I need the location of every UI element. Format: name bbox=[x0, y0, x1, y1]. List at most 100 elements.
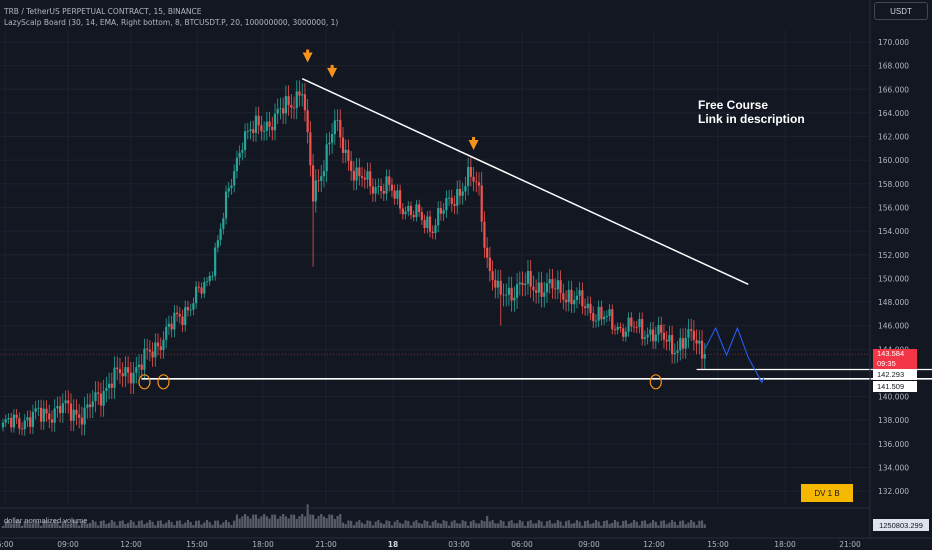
volume-bar bbox=[703, 524, 706, 528]
currency-button[interactable]: USDT bbox=[874, 2, 928, 20]
volume-bar bbox=[113, 521, 116, 528]
candle-body bbox=[59, 405, 62, 414]
high-marker-arrow bbox=[468, 140, 479, 151]
volume-bar bbox=[352, 525, 355, 528]
candle-body bbox=[10, 417, 13, 428]
x-tick-label: 18:00 bbox=[252, 540, 274, 549]
volume-bar bbox=[94, 521, 97, 528]
volume-bar bbox=[567, 520, 570, 528]
indicator-legend[interactable]: LazyScalp Board (30, 14, EMA, Right bott… bbox=[4, 18, 339, 27]
candle-body bbox=[200, 287, 203, 294]
volume-bar bbox=[358, 520, 361, 528]
candle-body bbox=[298, 91, 301, 96]
volume-bar bbox=[53, 520, 56, 528]
candle-body bbox=[178, 314, 181, 317]
candle-body bbox=[91, 401, 94, 408]
volume-bar bbox=[369, 520, 372, 528]
x-tick-label: 21:00 bbox=[315, 540, 337, 549]
volume-bar bbox=[450, 521, 453, 528]
volume-bar bbox=[102, 520, 105, 528]
candle-body bbox=[507, 287, 511, 295]
volume-bar bbox=[37, 521, 40, 528]
symbol-title[interactable]: TRB / TetherUS PERPETUAL CONTRACT, 15, B… bbox=[4, 7, 202, 16]
candle-body bbox=[404, 211, 407, 215]
volume-bar bbox=[124, 523, 127, 528]
candle-body bbox=[632, 326, 636, 328]
volume-bar bbox=[140, 520, 143, 528]
candle-body bbox=[7, 417, 10, 420]
volume-bar bbox=[154, 525, 157, 528]
volume-bar bbox=[477, 523, 481, 528]
candle-body bbox=[540, 282, 543, 297]
volume-bar bbox=[668, 522, 671, 528]
volume-bar bbox=[75, 521, 78, 528]
candle-body bbox=[643, 337, 647, 339]
volume-bar bbox=[390, 525, 394, 528]
volume-bar bbox=[521, 521, 524, 528]
volume-bar bbox=[551, 523, 554, 528]
x-tick-label: 12:00 bbox=[120, 540, 142, 549]
candle-body bbox=[535, 290, 538, 293]
volume-bar bbox=[420, 523, 423, 528]
candle-body bbox=[97, 392, 100, 394]
candle-body bbox=[116, 367, 119, 370]
volume-bar bbox=[189, 521, 192, 528]
candle-body bbox=[377, 186, 380, 188]
y-tick-label: 156.000 bbox=[878, 203, 909, 212]
candle-body bbox=[243, 131, 247, 151]
volume-bar bbox=[162, 524, 165, 528]
candle-body bbox=[129, 372, 132, 384]
volume-bar bbox=[499, 520, 502, 528]
y-tick-label: 170.000 bbox=[878, 38, 909, 47]
candle-body bbox=[127, 367, 130, 373]
candle-body bbox=[657, 325, 660, 335]
y-tick-label: 152.000 bbox=[878, 251, 909, 260]
volume-bar bbox=[1, 526, 5, 528]
candle-body bbox=[358, 167, 361, 177]
volume-bar bbox=[195, 520, 198, 528]
volume-bar bbox=[494, 523, 497, 528]
volume-bar bbox=[235, 514, 239, 528]
volume-bar bbox=[545, 521, 549, 528]
volume-bar bbox=[273, 514, 277, 528]
candle-body bbox=[360, 176, 364, 178]
candle-body bbox=[521, 282, 524, 286]
high-marker-arrow bbox=[302, 52, 313, 63]
volume-bar bbox=[635, 521, 638, 528]
volume-label[interactable]: dollar normalized volume bbox=[4, 516, 88, 525]
candle-body bbox=[165, 326, 168, 340]
volume-bar bbox=[151, 521, 154, 528]
candle-body bbox=[94, 392, 97, 402]
volume-bar bbox=[366, 520, 369, 528]
volume-bar bbox=[322, 516, 326, 528]
candle-body bbox=[173, 312, 176, 330]
candle-body bbox=[276, 108, 279, 114]
candle-body bbox=[273, 113, 277, 131]
candle-body bbox=[12, 414, 15, 428]
volume-bar bbox=[314, 518, 317, 528]
volume-bar bbox=[178, 520, 181, 528]
volume-bar bbox=[575, 520, 579, 528]
volume-bar bbox=[515, 523, 519, 528]
volume-bar bbox=[243, 514, 247, 528]
volume-bar bbox=[333, 519, 336, 528]
candle-body bbox=[453, 203, 456, 206]
x-tick-label: 6:00 bbox=[0, 540, 14, 549]
volume-bar bbox=[301, 514, 304, 528]
candle-body bbox=[249, 129, 252, 131]
volume-bar bbox=[651, 520, 655, 528]
candle-body bbox=[488, 257, 491, 272]
candle-body bbox=[159, 346, 162, 350]
volume-bar bbox=[360, 522, 364, 528]
candle-body bbox=[260, 125, 263, 132]
volume-bar bbox=[67, 523, 70, 528]
annotation-text[interactable]: Free Course Link in description bbox=[698, 98, 805, 126]
candle-body bbox=[467, 167, 470, 186]
candle-body bbox=[660, 325, 663, 333]
candle-body bbox=[83, 407, 86, 425]
candle-body bbox=[252, 129, 255, 133]
level-tag-2: 141.509 bbox=[873, 381, 917, 392]
low-marker-circle bbox=[649, 374, 662, 390]
volume-bar bbox=[646, 524, 649, 528]
